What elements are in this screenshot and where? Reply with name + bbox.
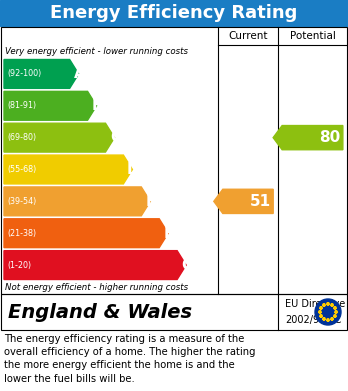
Text: B: B (92, 98, 103, 113)
Polygon shape (333, 315, 337, 318)
Polygon shape (273, 126, 343, 150)
Polygon shape (326, 303, 330, 306)
Polygon shape (214, 189, 273, 213)
Text: Current: Current (228, 31, 268, 41)
Text: C: C (110, 130, 121, 145)
Polygon shape (4, 91, 97, 120)
Polygon shape (319, 307, 323, 310)
Bar (0, 0, 348, 26)
Text: 80: 80 (319, 130, 341, 145)
Polygon shape (322, 304, 326, 307)
Text: (69-80): (69-80) (7, 133, 36, 142)
Text: 2002/91/EC: 2002/91/EC (285, 315, 341, 325)
Polygon shape (4, 155, 132, 184)
Text: (55-68): (55-68) (7, 165, 36, 174)
Text: D: D (127, 162, 140, 177)
Text: (81-91): (81-91) (7, 101, 36, 110)
Text: EU Directive: EU Directive (285, 299, 345, 309)
Bar (1, 27, 347, 294)
Text: Not energy efficient - higher running costs: Not energy efficient - higher running co… (5, 283, 188, 292)
Text: Energy Efficiency Rating: Energy Efficiency Rating (50, 4, 298, 22)
Bar (1, 294, 347, 330)
Polygon shape (333, 307, 337, 310)
Text: Very energy efficient - lower running costs: Very energy efficient - lower running co… (5, 47, 188, 56)
Polygon shape (330, 317, 334, 321)
Polygon shape (4, 123, 114, 152)
Polygon shape (330, 304, 334, 307)
Polygon shape (334, 310, 338, 314)
Text: (92-100): (92-100) (7, 70, 41, 79)
Polygon shape (4, 251, 186, 280)
Circle shape (315, 299, 341, 325)
Polygon shape (322, 317, 326, 321)
Polygon shape (319, 315, 323, 318)
Text: 51: 51 (250, 194, 271, 209)
Text: G: G (181, 258, 193, 273)
Text: Potential: Potential (290, 31, 335, 41)
Text: E: E (146, 194, 157, 209)
Polygon shape (318, 310, 322, 314)
Text: A: A (74, 66, 86, 81)
Text: (21-38): (21-38) (7, 229, 36, 238)
Polygon shape (4, 59, 79, 88)
Text: England & Wales: England & Wales (8, 303, 192, 321)
Text: The energy efficiency rating is a measure of the
overall efficiency of a home. T: The energy efficiency rating is a measur… (4, 334, 255, 384)
Text: (1-20): (1-20) (7, 260, 31, 269)
Polygon shape (326, 319, 330, 322)
Text: F: F (164, 226, 174, 241)
Text: (39-54): (39-54) (7, 197, 36, 206)
Polygon shape (4, 219, 168, 248)
Polygon shape (4, 187, 150, 216)
